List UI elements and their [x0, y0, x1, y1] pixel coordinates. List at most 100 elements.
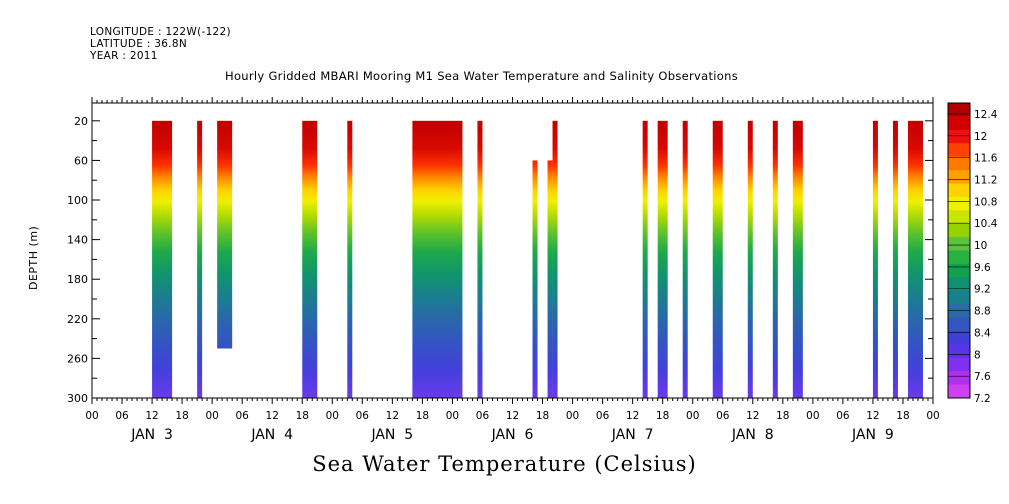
- data-column: [892, 120, 898, 399]
- x-tick-label: 12: [506, 410, 519, 422]
- colorbar-label: 10.8: [974, 196, 997, 208]
- x-day-label: JAN 7: [611, 427, 654, 443]
- x-tick-label: 12: [626, 410, 639, 422]
- colorbar-label: 7.6: [974, 371, 991, 383]
- x-tick-label: 18: [776, 410, 789, 422]
- colorbar-swatch: [948, 250, 970, 265]
- colorbar-swatch: [948, 156, 970, 171]
- colorbar-label: 9.2: [974, 284, 991, 296]
- data-column: [412, 120, 463, 399]
- colorbar-swatch: [948, 344, 970, 359]
- x-tick-label: 06: [836, 410, 850, 422]
- colorbar-swatch: [948, 357, 970, 372]
- data-column: [532, 160, 538, 398]
- colorbar-label: 12: [974, 131, 987, 143]
- x-tick-label: 00: [566, 410, 579, 422]
- x-tick-label: 18: [175, 410, 188, 422]
- x-tick-label: 06: [596, 410, 610, 422]
- colorbar-swatch: [948, 143, 970, 158]
- colorbar-label: 12.4: [974, 109, 998, 121]
- colorbar-swatch: [948, 290, 970, 305]
- colorbar-label: 8.8: [974, 306, 991, 318]
- colorbar-swatch: [948, 129, 970, 144]
- colorbar-swatch: [948, 103, 970, 117]
- x-day-label: JAN 3: [130, 427, 173, 443]
- data-column: [552, 120, 558, 399]
- plot-axes: 00 06 12 18 00 06 12 18 00 06 12 18 00 06 12 18 00 06 12 18…: [67, 97, 940, 443]
- data-columns: [152, 120, 923, 399]
- colorbar-title: Sea Water Temperature (Celsius): [312, 452, 697, 476]
- x-tick-label: 18: [296, 410, 309, 422]
- colorbar-swatch: [948, 237, 970, 251]
- x-day-label: JAN 6: [491, 427, 534, 443]
- x-tick-label: 12: [266, 410, 279, 422]
- y-tick-label: 20: [74, 115, 88, 128]
- y-tick-label: 220: [67, 313, 88, 326]
- x-tick-label: 12: [386, 410, 399, 422]
- data-column: [642, 120, 648, 399]
- latitude-label: LATITUDE : 36.8N: [90, 38, 188, 50]
- x-day-label: JAN 8: [731, 427, 774, 443]
- x-tick-label: 12: [866, 410, 879, 422]
- data-column: [792, 120, 803, 399]
- x-tick-label: 12: [145, 410, 158, 422]
- x-tick-label: 00: [926, 410, 939, 422]
- colorbar-label: 11.2: [974, 174, 997, 186]
- colorbar-label: 7.2: [974, 393, 991, 405]
- y-tick-label: 100: [67, 194, 88, 207]
- colorbar-swatch: [948, 330, 970, 345]
- data-column: [682, 120, 688, 399]
- x-tick-label: 18: [536, 410, 549, 422]
- data-column: [872, 120, 878, 399]
- y-tick-label: 300: [67, 392, 88, 405]
- y-tick-label: 140: [67, 234, 88, 247]
- x-tick-label: 00: [85, 410, 98, 422]
- data-column: [217, 120, 233, 349]
- x-tick-label: 00: [205, 410, 218, 422]
- x-tick-label: 12: [746, 410, 759, 422]
- colorbar-label: 10: [974, 240, 987, 252]
- colorbar-swatch: [948, 317, 970, 332]
- x-tick-label: 06: [476, 410, 490, 422]
- colorbar-label: 9.6: [974, 262, 991, 274]
- data-column: [657, 120, 668, 399]
- year-label: YEAR : 2011: [90, 50, 158, 62]
- x-tick-label: 06: [115, 410, 129, 422]
- x-tick-label: 00: [806, 410, 819, 422]
- data-column: [712, 120, 723, 399]
- x-tick-label: 18: [896, 410, 909, 422]
- y-tick-label: 60: [74, 154, 88, 167]
- data-column: [302, 120, 318, 399]
- x-tick-label: 18: [416, 410, 429, 422]
- colorbar-label: 11.6: [974, 153, 998, 165]
- colorbar-swatch: [948, 196, 970, 211]
- x-tick-label: 18: [656, 410, 669, 422]
- x-tick-label: 06: [356, 410, 370, 422]
- colorbar-label: 8.4: [974, 327, 991, 339]
- longitude-label: LONGITUDE : 122W(-122): [90, 26, 231, 38]
- y-tick-label: 260: [67, 352, 88, 365]
- x-tick-label: 06: [716, 410, 730, 422]
- chart-title: Hourly Gridded MBARI Mooring M1 Sea Wate…: [225, 69, 739, 83]
- data-column: [772, 120, 778, 399]
- x-tick-label: 06: [235, 410, 249, 422]
- colorbar-swatch: [948, 223, 970, 238]
- x-tick-label: 00: [446, 410, 459, 422]
- colorbar-swatch: [948, 183, 970, 198]
- colorbar: 12.4 12 11.6 11.2 10.8 10.4 10 9.6 9.2 8.8 8.4 8 7.6…: [947, 102, 998, 405]
- y-tick-label: 180: [67, 273, 88, 286]
- colorbar-swatch: [948, 277, 970, 292]
- data-column: [197, 120, 203, 399]
- x-day-label: JAN 5: [370, 427, 413, 443]
- data-column: [747, 120, 753, 399]
- colorbar-swatch: [948, 263, 970, 278]
- colorbar-swatch: [948, 371, 970, 386]
- data-column: [477, 120, 483, 399]
- colorbar-label: 10.4: [974, 218, 998, 230]
- data-column: [152, 120, 173, 399]
- colorbar-swatch: [948, 170, 970, 184]
- data-column: [347, 120, 353, 399]
- data-column: [907, 120, 923, 399]
- colorbar-swatch: [948, 304, 970, 319]
